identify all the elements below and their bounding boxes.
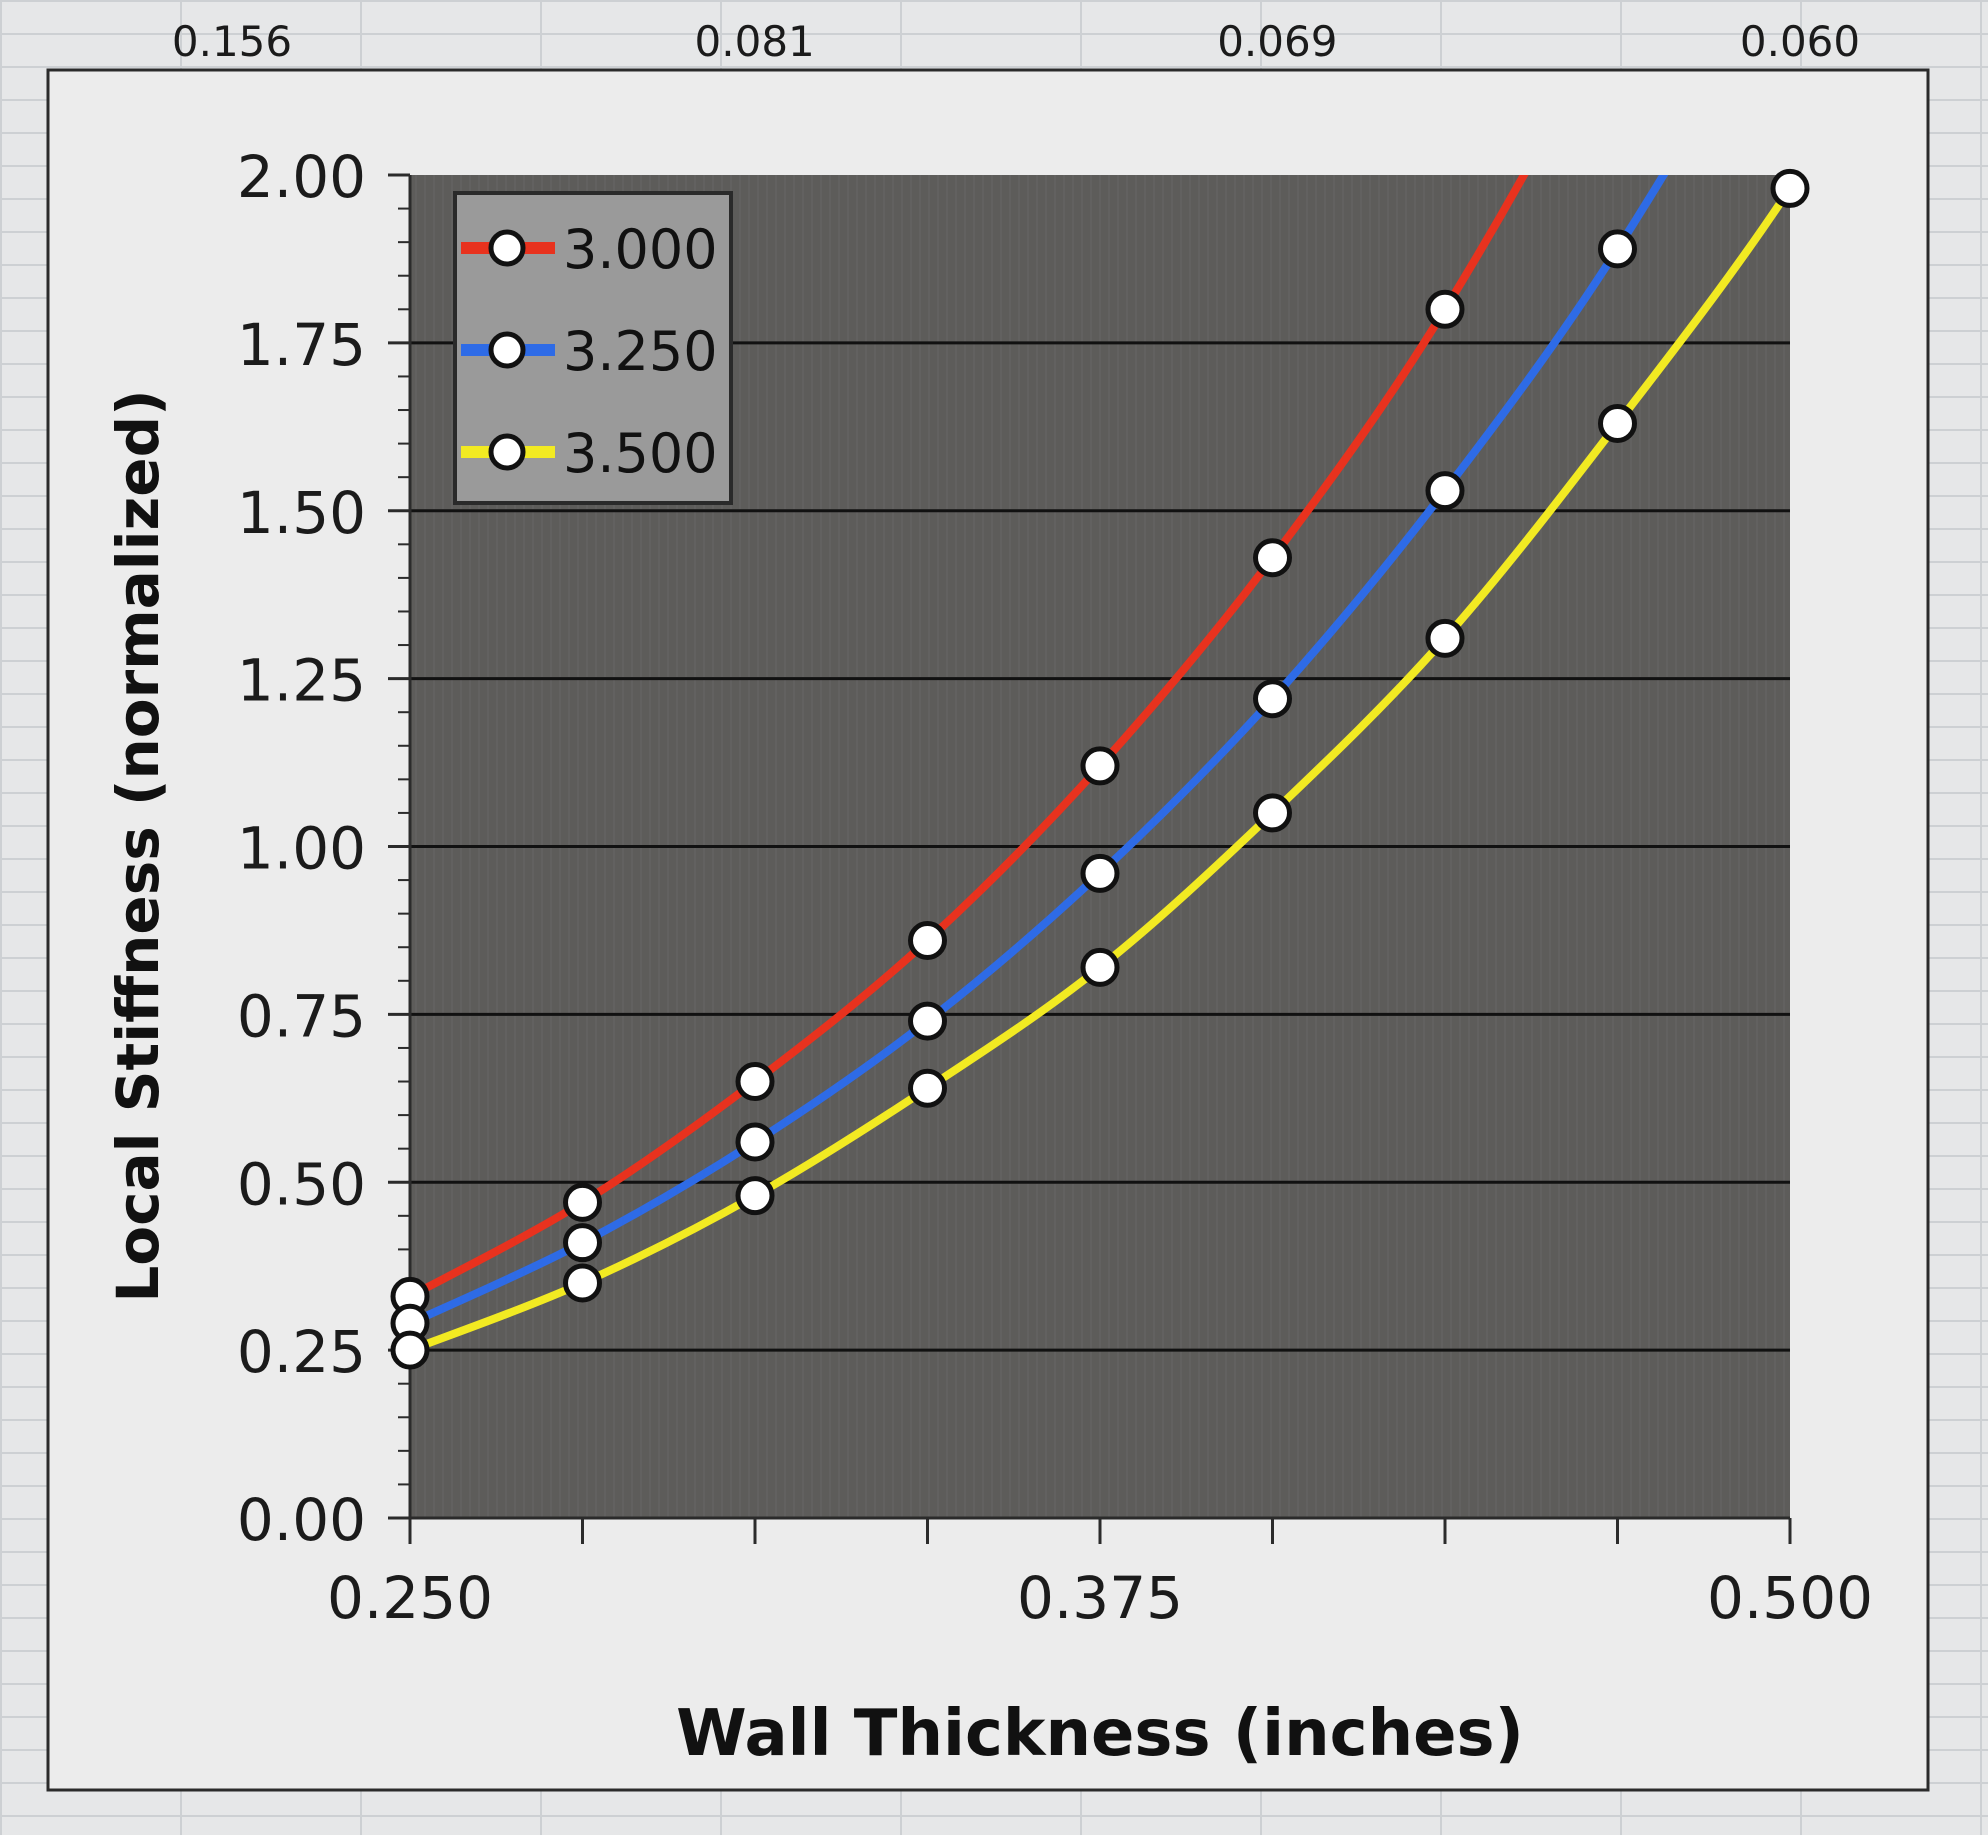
data-point-3.250 [1425,471,1465,511]
x-tick-label: 0.375 [1017,1564,1183,1632]
secondary-x-tick-label: 0.069 [1217,17,1337,66]
y-axis-title: Local Stiffness (normalized) [104,389,172,1302]
data-point-3.000 [563,1182,602,1222]
data-point-3.250 [563,1223,602,1263]
data-point-3.250 [1253,679,1292,719]
y-tick-label: 1.50 [237,479,366,547]
legend-label: 3.250 [563,320,718,383]
secondary-x-tick-label: 0.060 [1740,17,1860,66]
legend: 3.000 3.250 3.500 [453,191,733,505]
data-point-3.500 [908,1068,947,1108]
data-point-3.250 [1598,229,1637,269]
series-layer [390,168,1810,1370]
y-tick-label: 0.00 [237,1486,366,1554]
y-tick-label: 1.25 [237,647,366,715]
data-point-3.500 [1598,403,1637,443]
data-point-3.000 [908,921,947,961]
x-tick-label: 0.500 [1707,1564,1873,1632]
data-point-3.000 [735,1062,775,1102]
x-axis-title: Wall Thickness (inches) [676,1697,1524,1771]
data-point-3.250 [1080,853,1120,893]
y-tick-label: 1.75 [237,311,366,379]
legend-label: 3.000 [563,218,718,281]
secondary-x-tick-label: 0.156 [172,17,292,66]
y-tick-label: 2.00 [237,143,366,211]
legend-swatch-marker [488,433,526,471]
data-point-3.500 [1080,947,1120,987]
series-line-3.000 [410,175,1529,1301]
data-point-3.500 [1425,618,1465,658]
axes: 0.00 0.25 0.50 0.75 1.00 1.25 1.50 1.75 2.00 0.25… [172,17,1873,1632]
data-point-3.000 [1080,746,1120,786]
data-point-3.250 [908,1001,947,1041]
legend-swatch-marker [488,331,526,369]
x-tick-label: 0.250 [327,1564,493,1632]
data-point-3.250 [735,1122,775,1162]
y-tick-label: 0.25 [237,1318,366,1386]
data-point-3.000 [1425,289,1465,329]
y-tick-label: 1.00 [237,815,366,883]
data-point-3.500 [563,1263,602,1303]
y-tick-label: 0.50 [237,1150,366,1218]
secondary-x-tick-label: 0.081 [695,17,815,66]
y-tick-label: 0.75 [237,982,366,1050]
legend-swatch-marker [488,229,526,267]
data-point-3.500 [1253,793,1292,833]
legend-label: 3.500 [563,422,718,485]
data-point-3.500 [1770,168,1810,208]
data-point-3.500 [735,1176,775,1216]
data-point-3.000 [1253,538,1292,578]
data-point-3.500 [390,1330,430,1370]
